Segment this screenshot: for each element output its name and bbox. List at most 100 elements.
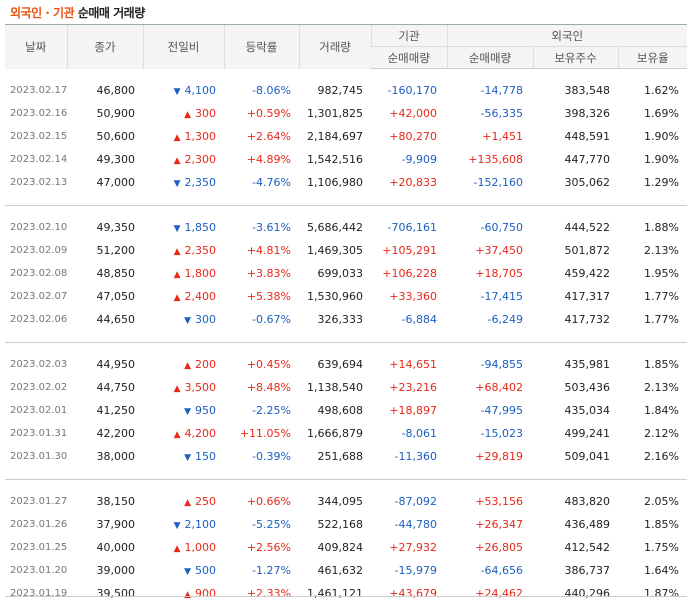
cell-close: 46,800 [96,83,136,97]
cell-holdings: 398,326 [564,106,611,120]
cell-foreign-net: -6,249 [487,312,523,326]
cell-change: ▲ 1,300 [143,125,224,148]
cell-rate: +2.64% [246,129,291,143]
cell-change-value: 1,800 [184,266,217,280]
cell-change: ▼ 4,100 [143,79,224,102]
cell-foreign-net: -64,656 [480,563,523,577]
cell-holdings: 503,436 [564,380,611,394]
cell-close: 38,000 [96,449,136,463]
cell-date: 2023.02.03 [10,358,68,370]
cell-date: 2023.01.27 [10,495,68,507]
cell-rate: +3.83% [246,266,291,280]
cell-foreign-net: +24,462 [475,586,523,600]
cell-change-value: 3,500 [184,380,217,394]
down-triangle-icon: ▼ [184,566,191,577]
cell-inst-net: -9,909 [401,152,437,166]
cell-holdings: 483,820 [564,494,611,508]
cell-holdings: 412,542 [564,540,611,554]
cell-holdings: 440,296 [564,586,611,600]
cell-volume: 2,184,697 [307,129,363,143]
table-row: 2023.02.10 49,350 ▼ 1,850 -3.61% 5,686,442 -70… [5,216,687,239]
table-row: 2023.01.20 39,000 ▼ 500 -1.27% 461,632 -15,979… [5,559,687,582]
cell-volume: 326,333 [317,312,364,326]
cell-date: 2023.01.26 [10,518,68,530]
cell-change-value: 1,300 [184,129,217,143]
up-triangle-icon: ▲ [184,109,191,120]
up-triangle-icon: ▲ [173,246,181,257]
header-foreign-net: 순매매량 [446,46,533,69]
cell-volume: 1,106,980 [307,175,363,189]
table-row: 2023.02.13 47,000 ▼ 2,350 -4.76% 1,106,980 +20… [5,171,687,194]
table-row: 2023.02.03 44,950 ▲ 200 +0.45% 639,694 +14,651… [5,353,687,376]
table-row: 2023.02.17 46,800 ▼ 4,100 -8.06% 982,745 -160,… [5,79,687,102]
cell-change: ▼ 950 [143,399,224,422]
cell-foreign-net: +18,705 [475,266,523,280]
cell-foreign-net: +68,402 [475,380,523,394]
header-date: 날짜 [5,24,67,69]
cell-rate: +2.33% [246,586,291,600]
title-investor-label: 외국인 · 기관 [10,6,75,20]
cell-inst-net: +43,679 [389,586,437,600]
down-triangle-icon: ▼ [184,406,191,417]
cell-foreign-net: -47,995 [480,403,523,417]
cell-change-value: 950 [195,403,216,417]
cell-volume: 461,632 [317,563,364,577]
up-triangle-icon: ▲ [184,497,191,508]
cell-foreign-net: +53,156 [475,494,523,508]
cell-date: 2023.01.19 [10,587,68,599]
investor-trade-table: 날짜 종가 전일비 등락률 거래량 기관 외국인 순매매량 순매매량 보유주수 … [5,24,687,605]
up-triangle-icon: ▲ [173,543,181,554]
cell-rate: -0.39% [252,449,291,463]
table-row: 2023.02.14 49,300 ▲ 2,300 +4.89% 1,542,516 -9,… [5,148,687,171]
cell-inst-net: -706,161 [387,220,437,234]
cell-holdings: 509,041 [564,449,611,463]
cell-ratio: 1.77% [644,312,679,326]
down-triangle-icon: ▼ [173,86,181,97]
cell-inst-net: -44,780 [394,517,437,531]
cell-change: ▼ 150 [143,445,224,468]
cell-volume: 1,138,540 [307,380,363,394]
cell-inst-net: -15,979 [394,563,437,577]
down-triangle-icon: ▼ [173,223,181,234]
cell-volume: 5,686,442 [307,220,363,234]
cell-volume: 1,542,516 [307,152,363,166]
cell-rate: -3.61% [252,220,291,234]
cell-holdings: 444,522 [564,220,611,234]
cell-change-value: 4,200 [184,426,217,440]
cell-change: ▲ 2,350 [143,239,224,262]
cell-foreign-net: +135,608 [468,152,523,166]
cell-holdings: 383,548 [564,83,611,97]
cell-date: 2023.02.10 [10,221,68,233]
cell-volume: 1,469,305 [307,243,363,257]
cell-change: ▼ 1,850 [143,216,224,239]
cell-ratio: 1.88% [644,220,679,234]
cell-inst-net: +80,270 [389,129,437,143]
cell-date: 2023.01.31 [10,427,68,439]
cell-rate: -8.06% [252,83,291,97]
cell-inst-net: -160,170 [387,83,437,97]
cell-foreign-net: -14,778 [480,83,523,97]
cell-change: ▲ 1,000 [143,536,224,559]
cell-ratio: 1.75% [644,540,679,554]
cell-rate: +0.45% [246,357,291,371]
cell-change-value: 2,350 [184,175,217,189]
cell-date: 2023.02.01 [10,404,68,416]
header-foreign: 외국인 [446,24,687,47]
cell-volume: 1,301,825 [307,106,363,120]
cell-foreign-net: -94,855 [480,357,523,371]
cell-close: 47,000 [96,175,136,189]
cell-date: 2023.02.17 [10,84,68,96]
cell-foreign-net: +26,805 [475,540,523,554]
cell-date: 2023.02.07 [10,290,68,302]
cell-holdings: 417,732 [564,312,611,326]
cell-change-value: 150 [195,449,216,463]
cell-volume: 251,688 [317,449,364,463]
cell-holdings: 305,062 [564,175,611,189]
cell-rate: +0.59% [246,106,291,120]
cell-ratio: 2.13% [644,380,679,394]
cell-close: 39,000 [96,563,136,577]
cell-holdings: 435,034 [564,403,611,417]
cell-ratio: 1.90% [644,129,679,143]
cell-inst-net: +42,000 [389,106,437,120]
cell-holdings: 448,591 [564,129,611,143]
